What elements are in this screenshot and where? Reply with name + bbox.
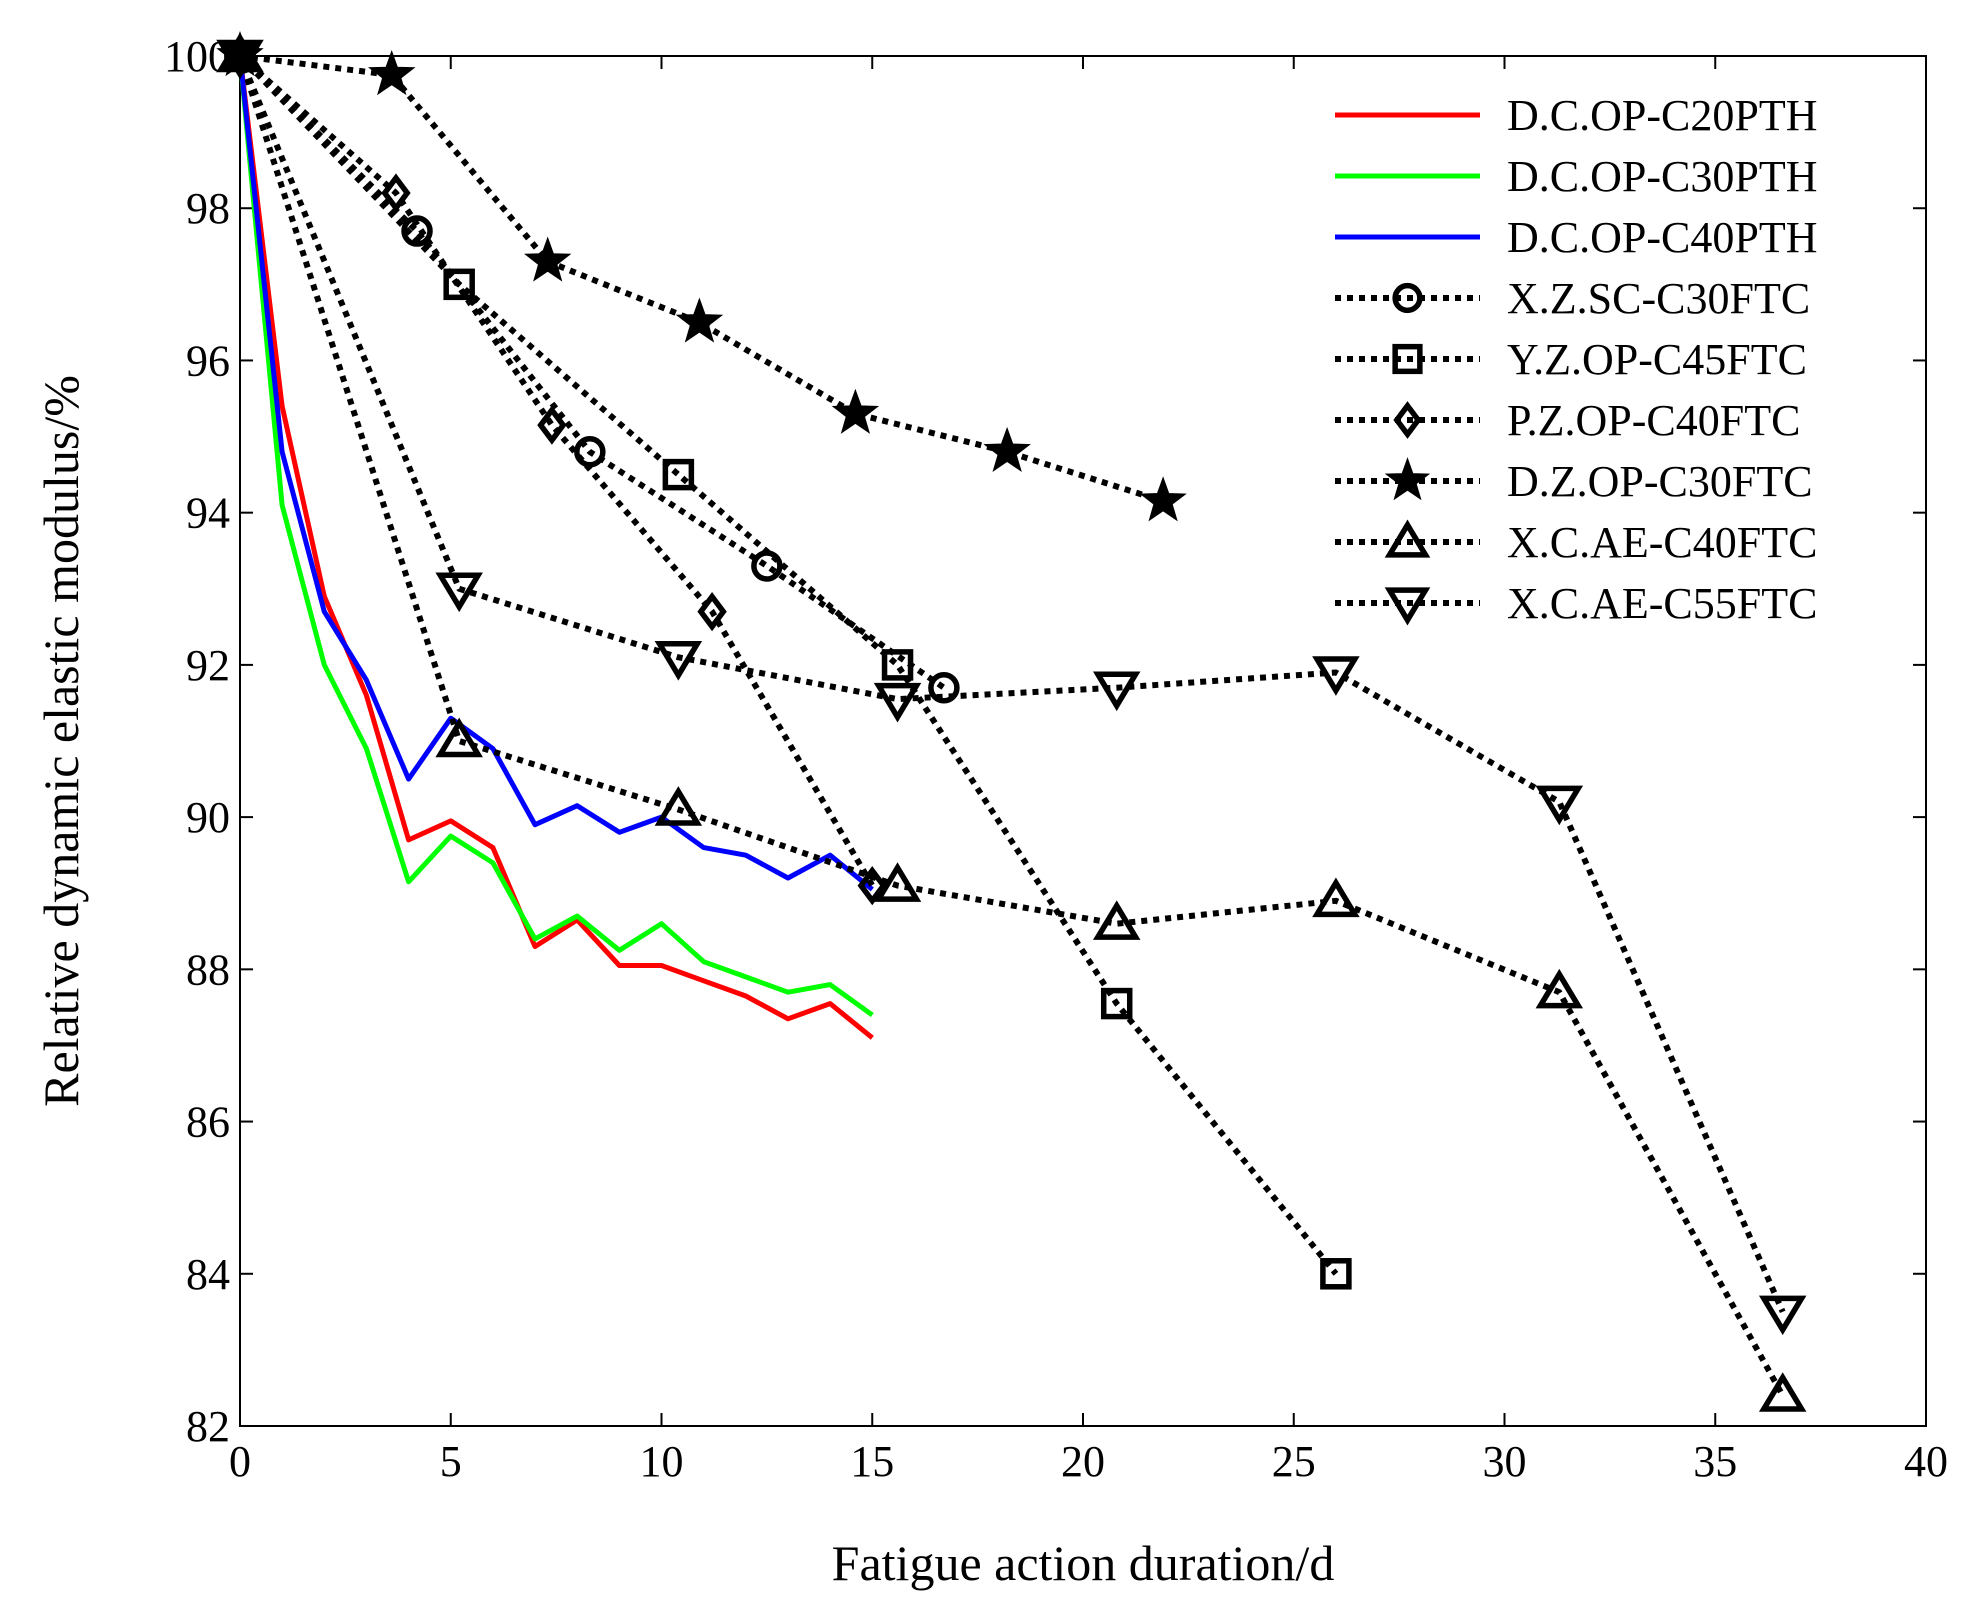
data-point-circle	[928, 671, 960, 704]
data-point-triangle-down	[1312, 656, 1360, 696]
data-point-triangle-up	[1758, 1372, 1807, 1412]
series-line	[237, 55, 874, 892]
x-axis-label: Fatigue action duration/d	[832, 1535, 1335, 1591]
data-point-triangle-up	[654, 786, 703, 826]
data-point-triangle-up	[1092, 900, 1141, 940]
series-layer	[216, 31, 1807, 1412]
x-tick-label: 10	[640, 1437, 684, 1486]
series-line	[237, 53, 1339, 1276]
legend-label: X.C.AE-C40FTC	[1507, 518, 1817, 567]
data-point-star	[675, 297, 724, 343]
data-point-star	[831, 388, 880, 434]
legend: D.C.OP-C20PTH D.C.OP-C30PTH D.C.OP-C40PTH X…	[1335, 91, 1818, 628]
data-point-circle	[401, 215, 433, 247]
legend-label: D.Z.OP-C30FTC	[1507, 457, 1813, 506]
data-point-star	[367, 50, 416, 96]
legend-item: D.C.OP-C30PTH	[1335, 152, 1818, 201]
data-point-triangle-down	[1384, 587, 1431, 626]
x-tick-label: 30	[1483, 1437, 1527, 1486]
data-point-triangle-up	[435, 717, 483, 758]
legend-label: D.C.OP-C30PTH	[1507, 152, 1818, 201]
data-point-star	[524, 236, 572, 282]
data-point-square	[662, 458, 695, 491]
legend-item: D.C.OP-C40PTH	[1335, 213, 1818, 262]
y-tick-label: 86	[186, 1098, 230, 1147]
legend-item: D.C.OP-C20PTH	[1335, 91, 1818, 140]
y-tick-label: 90	[186, 793, 230, 842]
y-tick-label: 84	[186, 1250, 230, 1299]
series-D.C.OP-C40PTH	[237, 55, 874, 892]
x-tick-label: 0	[229, 1437, 251, 1486]
series-line	[237, 55, 1786, 1398]
data-point-triangle-down	[435, 572, 483, 613]
data-point-triangle-up	[873, 862, 922, 902]
legend-item: X.C.AE-C55FTC	[1335, 579, 1817, 628]
y-tick-label: 96	[186, 336, 230, 385]
data-point-triangle-down	[654, 641, 703, 681]
plot-area	[239, 55, 1927, 1427]
x-tick-label: 25	[1272, 1437, 1316, 1486]
legend-item: X.Z.SC-C30FTC	[1335, 274, 1810, 323]
legend-label: D.C.OP-C20PTH	[1507, 91, 1818, 140]
data-point-triangle-down	[1758, 1295, 1807, 1336]
data-point-star	[1139, 476, 1187, 522]
data-point-square	[443, 268, 475, 301]
series-line	[237, 54, 1786, 1314]
x-tick-label: 20	[1061, 1437, 1105, 1486]
legend-item: X.C.AE-C40FTC	[1335, 518, 1817, 567]
legend-item: P.Z.OP-C40FTC	[1335, 396, 1800, 445]
data-point-diamond	[537, 405, 567, 445]
data-point-square	[881, 649, 914, 681]
data-point-triangle-down	[1535, 785, 1584, 826]
series-line	[237, 55, 874, 1018]
series-line	[237, 53, 946, 691]
series-D.C.OP-C30PTH	[237, 55, 874, 1018]
data-point-triangle-up	[1535, 968, 1584, 1009]
series-X.C.AE-C40FTC	[216, 32, 1807, 1412]
data-point-diamond	[697, 592, 727, 632]
x-tick-label: 5	[440, 1437, 462, 1486]
data-point-diamond	[1393, 401, 1422, 439]
data-point-triangle-down	[216, 39, 264, 80]
legend-label: Y.Z.OP-C45FTC	[1507, 335, 1807, 384]
legend-label: X.Z.SC-C30FTC	[1507, 274, 1810, 323]
data-point-square	[1100, 987, 1133, 1020]
y-tick-label: 82	[186, 1402, 230, 1451]
data-point-triangle-down	[873, 682, 922, 723]
series-D.Z.OP-C30FTC	[216, 31, 1187, 522]
data-point-triangle-up	[1312, 877, 1360, 918]
legend-item: D.Z.OP-C30FTC	[1335, 457, 1813, 506]
y-tick-label: 94	[186, 489, 230, 538]
data-point-circle	[1392, 282, 1423, 314]
data-point-star	[983, 426, 1031, 473]
data-point-square	[1392, 343, 1423, 375]
series-X.C.AE-C55FTC	[216, 39, 1807, 1336]
legend-label: X.C.AE-C55FTC	[1507, 579, 1817, 628]
y-tick-label: 100	[164, 32, 230, 81]
data-point-diamond	[857, 866, 887, 906]
legend-label: P.Z.OP-C40FTC	[1507, 396, 1800, 445]
y-axis-label: Relative dynamic elastic modulus/%	[33, 375, 89, 1107]
x-tick-label: 15	[850, 1437, 894, 1486]
data-point-star	[1384, 457, 1431, 501]
legend-label: D.C.OP-C40PTH	[1507, 213, 1818, 262]
data-point-triangle-up	[1384, 519, 1431, 558]
data-point-triangle-down	[1092, 671, 1141, 712]
data-point-square	[1320, 1258, 1352, 1290]
legend-item: Y.Z.OP-C45FTC	[1335, 335, 1807, 384]
y-tick-label: 92	[186, 641, 230, 690]
data-point-diamond	[381, 173, 411, 213]
y-tick-label: 88	[186, 945, 230, 994]
x-tick-label: 35	[1693, 1437, 1737, 1486]
x-tick-label: 40	[1904, 1437, 1948, 1486]
axis-ticks: 0 5 10 15 20 25 30 35 40 82 84 86 88 90 92 94 96 98 100	[164, 32, 1948, 1486]
y-tick-label: 98	[186, 184, 230, 233]
